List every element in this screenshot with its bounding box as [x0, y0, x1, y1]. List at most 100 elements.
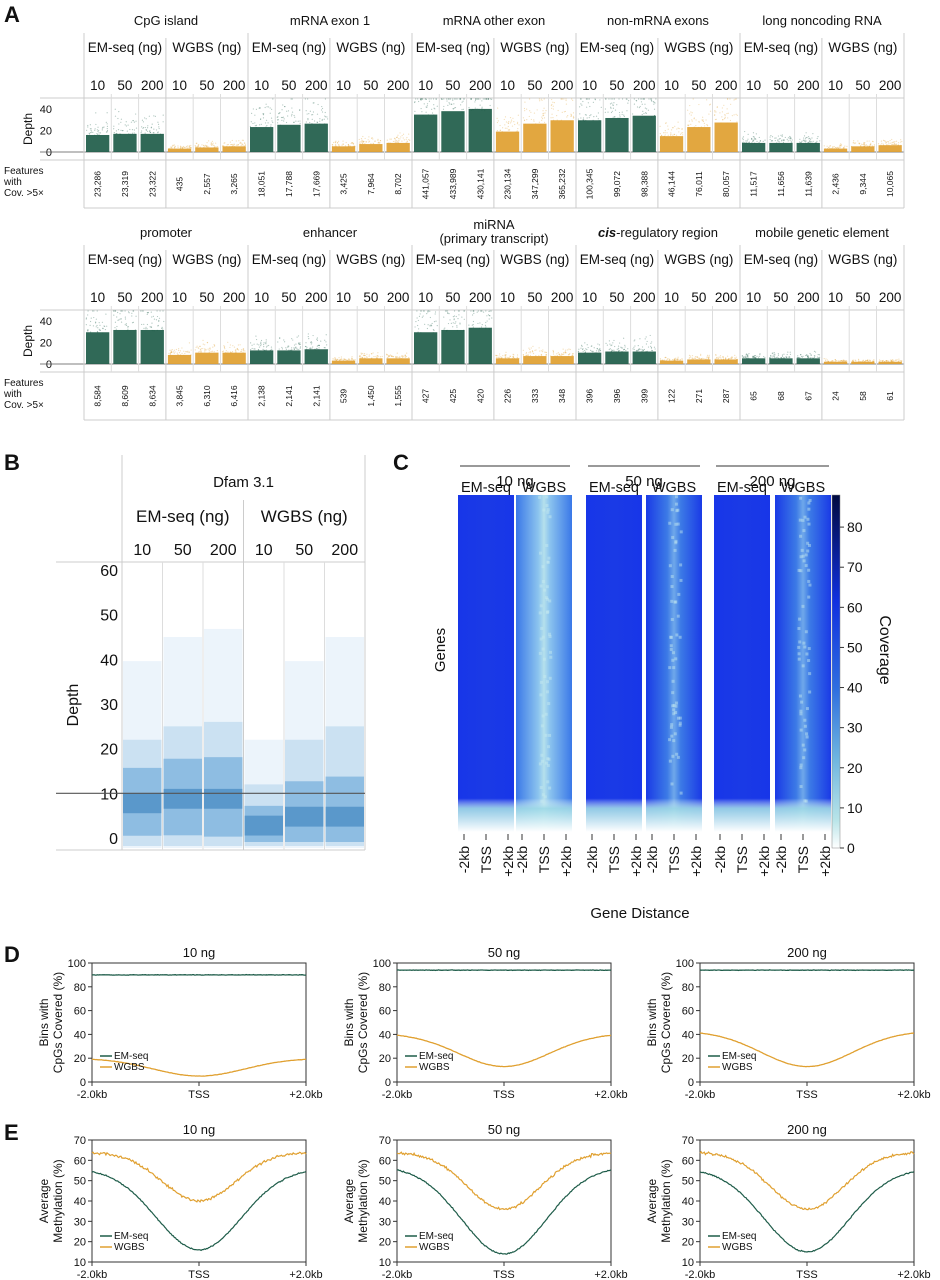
- panelE-ytick-label: 30: [74, 1216, 86, 1228]
- panel-a-strip-point-wgbs: [343, 358, 345, 360]
- panel-a-strip-point-wgbs: [406, 136, 408, 139]
- panel-a-strip-point-wgbs: [346, 359, 349, 361]
- panel-a-strip-band-wgbs: [659, 360, 684, 364]
- panel-a-strip-point-wgbs: [178, 348, 180, 350]
- panel-a-strip-point-em: [480, 326, 483, 328]
- panel-a-strip-point-em: [613, 116, 616, 118]
- panel-a-strip-point-em: [106, 325, 108, 327]
- panel-a-strip-point-em: [610, 344, 612, 347]
- panel-c-heatmap-texture: [805, 735, 809, 739]
- panel-a-strip-point-wgbs: [830, 361, 832, 363]
- panel-a-strip-point-wgbs: [533, 120, 535, 122]
- panel-a-strip-point-em: [135, 315, 137, 317]
- panel-a-strip-point-em: [804, 138, 807, 140]
- panel-a-strip-point-em: [758, 355, 760, 358]
- panel-a-strip-point-em: [153, 132, 155, 134]
- panel-a-dose-label: 50: [691, 290, 706, 305]
- panel-a-strip-point-em: [447, 104, 449, 106]
- panel-a-strip-point-em: [577, 118, 579, 120]
- panel-a-strip-point-wgbs: [238, 140, 240, 142]
- panel-a-strip-point-em: [97, 331, 99, 333]
- panel-a-strip-point-wgbs: [730, 357, 732, 359]
- panelD-legend-label-wgbs: WGBS: [419, 1062, 450, 1073]
- panel-a-strip-point-wgbs: [826, 147, 829, 150]
- panel-a-strip-point-em: [113, 310, 115, 312]
- panel-a-strip-point-wgbs: [335, 145, 338, 148]
- panel-a-strip-point-wgbs: [213, 145, 215, 147]
- panel-a-strip-point-em: [485, 310, 487, 312]
- panel-a-strip-point-wgbs: [205, 349, 207, 351]
- panel-a-strip-point-em: [582, 348, 584, 350]
- panel-a-strip-point-em: [642, 350, 644, 352]
- panel-a-dose-label: 50: [363, 78, 378, 93]
- panel-a-strip-point-wgbs: [702, 120, 704, 122]
- panel-a-group-wgbs: WGBS (ng): [500, 252, 569, 267]
- panelE-line-emseq: [396, 1169, 612, 1255]
- panel-a-strip-point-em: [294, 116, 296, 118]
- panel-a-strip-band-wgbs: [167, 148, 192, 152]
- panel-a-strip-point-em: [798, 356, 800, 359]
- panel-a-strip-point-em: [637, 350, 639, 352]
- panel-a-strip-point-wgbs: [682, 134, 684, 136]
- panel-a-strip-point-em: [264, 350, 266, 352]
- panel-c-heatmap-texture: [674, 701, 678, 705]
- panel-a-feature-label: Features: [4, 378, 43, 389]
- panel-a-strip-point-wgbs: [835, 147, 838, 149]
- panel-c-heatmap-texture: [679, 563, 683, 567]
- panel-a-strip-point-em: [96, 133, 98, 135]
- panel-a-strip-point-wgbs: [402, 133, 405, 135]
- panel-a-strip-point-em: [420, 310, 422, 312]
- panelE-xtick-label: +2.0kb: [897, 1269, 930, 1280]
- panel-a-strip-point-wgbs: [362, 140, 365, 142]
- panel-a-strip-point-wgbs: [200, 348, 202, 350]
- panel-a-strip-point-em: [452, 108, 454, 110]
- panel-a-strip-point-wgbs: [834, 359, 836, 361]
- panel-a-strip-point-wgbs: [203, 144, 205, 146]
- panel-a-strip-point-em: [597, 343, 599, 345]
- panel-a-strip-point-wgbs: [524, 123, 526, 125]
- panel-a-strip-point-em: [611, 350, 613, 352]
- panel-a-strip-point-em: [490, 98, 492, 100]
- panel-a-strip-point-wgbs: [545, 351, 548, 354]
- panel-a-strip-point-em: [95, 112, 97, 114]
- panel-a-category-title: promoter: [140, 225, 193, 240]
- panel-a-strip-point-wgbs: [842, 360, 845, 363]
- panel-a-strip-band-wgbs: [523, 356, 547, 364]
- panel-a-strip-point-wgbs: [215, 142, 217, 144]
- panel-c-heatmap-texture: [798, 640, 802, 644]
- panel-a-strip-point-wgbs: [185, 145, 188, 148]
- panel-a-strip-point-wgbs: [508, 121, 510, 123]
- panel-a-strip-point-em: [789, 353, 792, 355]
- panel-a-strip-point-wgbs: [408, 133, 410, 135]
- panel-a-strip-band-em: [140, 133, 164, 152]
- panel-a-dose-label: 200: [879, 290, 902, 305]
- panel-a-strip-point-em: [747, 355, 749, 357]
- panel-a-strip-point-em: [433, 329, 435, 331]
- panel-a-strip-point-em: [643, 98, 646, 100]
- panelE-ytick-label: 40: [682, 1196, 694, 1208]
- panel-a-strip-point-em: [797, 357, 799, 359]
- panel-a-feature-count: 230,134: [503, 168, 513, 199]
- panel-a-strip-point-em: [488, 314, 491, 317]
- panel-a-feature-count: 46,144: [667, 171, 677, 197]
- panel-a-strip-point-em: [265, 341, 267, 343]
- panel-a-strip-point-wgbs: [837, 146, 839, 148]
- panel-a-strip-point-em: [773, 356, 775, 358]
- panel-a-strip-point-wgbs: [337, 358, 339, 360]
- panel-a-strip-point-em: [755, 357, 757, 359]
- panel-a-strip-point-wgbs: [829, 147, 831, 149]
- panel-a-strip-point-em: [287, 115, 289, 117]
- panel-a-strip-point-wgbs: [337, 358, 339, 361]
- panel-a-strip-point-em: [626, 110, 628, 112]
- panel-c-heatmap-texture: [808, 672, 812, 676]
- panel-a-strip-point-em: [163, 320, 165, 323]
- panel-c-dose-label: 200 ng: [750, 473, 796, 490]
- panel-a-strip-point-wgbs: [867, 360, 869, 362]
- panel-a-strip-point-em: [97, 126, 99, 128]
- panel-a-strip-point-wgbs: [542, 110, 544, 112]
- panel-a-strip-point-wgbs: [698, 120, 700, 123]
- panel-a-strip-point-em: [154, 115, 156, 117]
- panel-a-strip-point-wgbs: [724, 358, 727, 361]
- panel-a-strip-point-wgbs: [671, 127, 674, 129]
- panel-c-method-label: EM-seq: [589, 480, 639, 496]
